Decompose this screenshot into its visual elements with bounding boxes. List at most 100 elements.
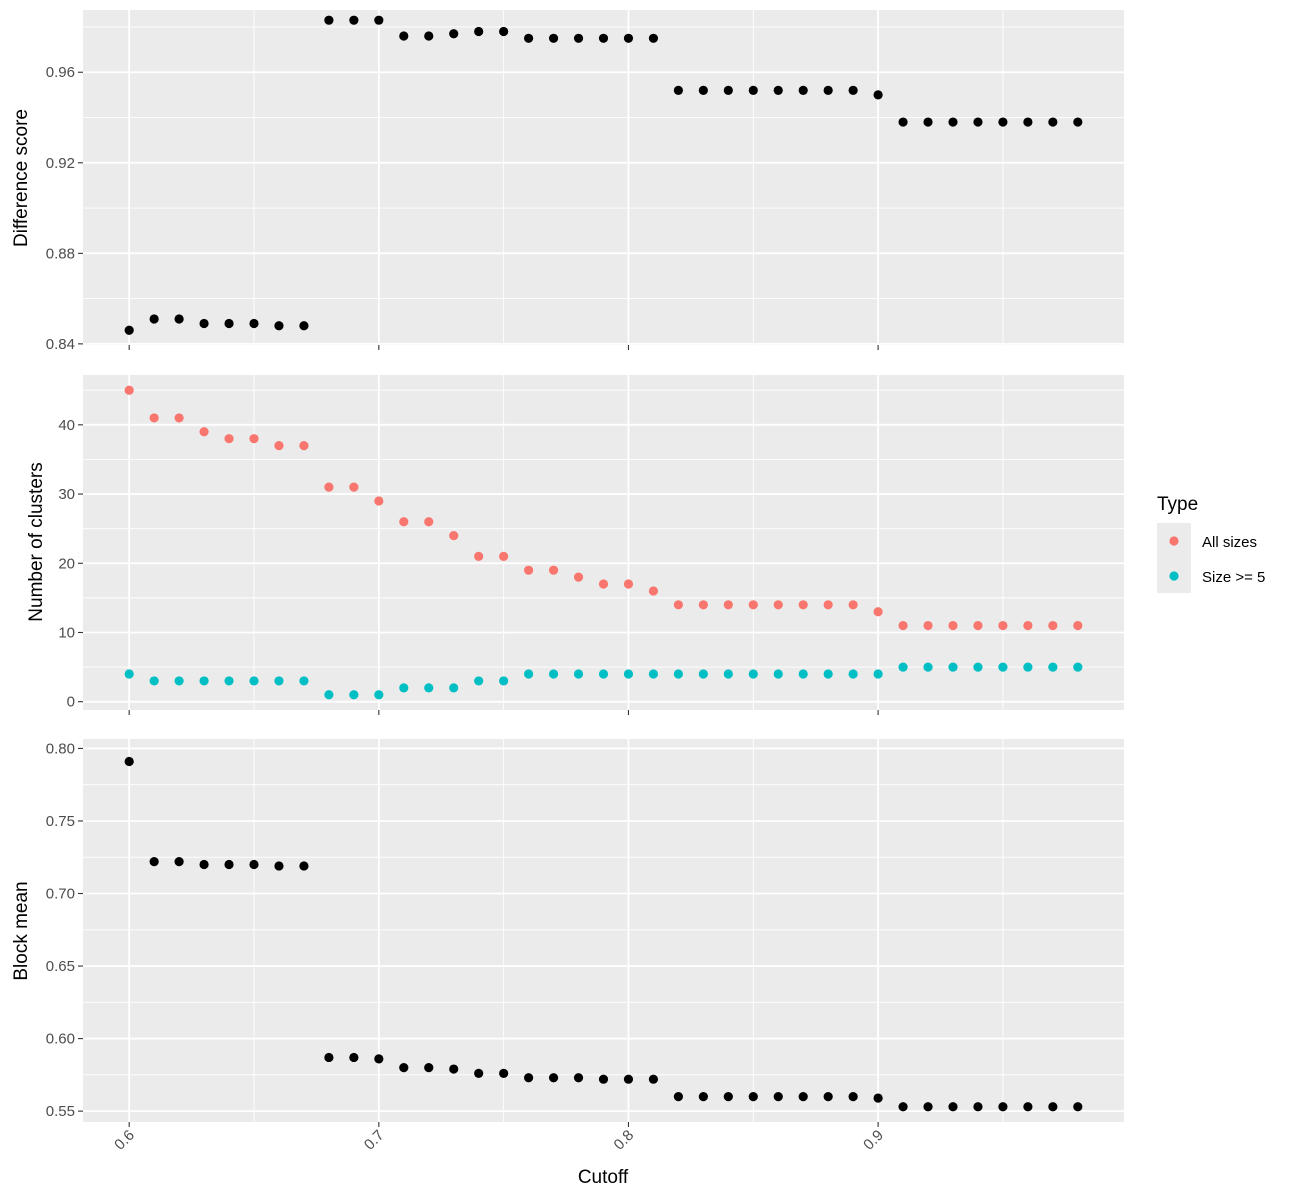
- data-point: [249, 676, 259, 686]
- data-point: [598, 33, 609, 43]
- data-point: [698, 600, 708, 610]
- data-point: [798, 669, 808, 679]
- data-point: [923, 620, 933, 631]
- data-point: [973, 662, 983, 672]
- data-point: [399, 1062, 409, 1073]
- data-point: [723, 85, 733, 95]
- data-point: [174, 856, 184, 867]
- data-point: [524, 33, 534, 43]
- data-point: [723, 600, 733, 610]
- data-point: [698, 85, 708, 95]
- data-point: [424, 31, 434, 41]
- data-point: [973, 1102, 983, 1112]
- data-point: [299, 676, 309, 686]
- data-point: [698, 669, 708, 679]
- data-point: [174, 413, 184, 423]
- data-point: [1048, 662, 1058, 672]
- data-point: [573, 572, 584, 582]
- data-point: [723, 1092, 733, 1102]
- data-point: [1023, 1102, 1033, 1112]
- data-point: [873, 1093, 883, 1103]
- x-axis-title: Cutoff: [578, 1167, 629, 1188]
- data-point: [873, 90, 883, 100]
- data-point: [798, 1092, 808, 1102]
- data-point: [548, 565, 559, 575]
- data-point: [249, 318, 259, 329]
- data-point: [399, 517, 409, 527]
- data-point: [324, 15, 334, 25]
- data-point: [648, 33, 659, 43]
- data-point: [648, 586, 659, 596]
- data-point: [898, 1102, 908, 1112]
- data-point: [124, 385, 134, 395]
- data-point: [1023, 620, 1033, 631]
- data-point: [274, 861, 284, 871]
- data-point: [349, 1052, 359, 1063]
- data-point: [224, 434, 234, 444]
- data-point: [773, 600, 783, 610]
- data-point: [424, 683, 434, 693]
- data-point: [149, 856, 159, 867]
- data-point: [773, 85, 783, 95]
- data-point: [224, 676, 234, 686]
- data-point: [274, 440, 284, 451]
- data-point: [748, 85, 758, 95]
- y-tick-label: 0.80: [46, 740, 75, 757]
- data-point: [499, 676, 509, 686]
- data-point: [1073, 662, 1083, 672]
- y-tick-label: 40: [58, 417, 75, 434]
- data-point: [773, 1092, 783, 1102]
- data-point: [499, 551, 509, 561]
- data-point: [1073, 117, 1083, 127]
- data-point: [973, 117, 983, 127]
- data-point: [573, 33, 584, 43]
- data-point: [149, 413, 159, 423]
- data-point: [673, 669, 683, 679]
- data-point: [998, 620, 1008, 631]
- data-point: [524, 1073, 534, 1083]
- y-axis-title-block-mean: Block mean: [11, 881, 32, 980]
- data-point: [998, 117, 1008, 127]
- data-point: [673, 600, 683, 610]
- data-point: [1048, 117, 1058, 127]
- data-point: [748, 600, 758, 610]
- data-point: [598, 579, 609, 589]
- y-tick-label: 20: [58, 555, 75, 572]
- panel-block-mean: 0.55 0.60 0.65 0.70 0.75 0.80 Block mean: [11, 739, 1124, 1127]
- legend-label: Size >= 5: [1202, 569, 1265, 586]
- data-point: [374, 1054, 384, 1064]
- data-point: [449, 683, 459, 693]
- data-point: [948, 662, 958, 672]
- data-point: [923, 117, 933, 127]
- data-point: [948, 117, 958, 127]
- data-point: [673, 1092, 683, 1102]
- data-point: [573, 669, 584, 679]
- data-point: [848, 1092, 858, 1102]
- y-tick-label: 0.92: [46, 155, 75, 172]
- y-tick-label: 30: [58, 486, 75, 503]
- data-point: [773, 669, 783, 679]
- data-point: [623, 669, 634, 679]
- data-point: [548, 33, 559, 43]
- data-point: [948, 620, 958, 631]
- panel-background: [83, 375, 1124, 710]
- y-tick-label: 0.88: [46, 245, 75, 262]
- data-point: [499, 26, 509, 37]
- panel-background: [83, 10, 1124, 345]
- y-tick-label: 0.96: [46, 64, 75, 81]
- data-point: [873, 669, 883, 679]
- data-point: [374, 690, 384, 700]
- data-point: [499, 1068, 509, 1078]
- data-point: [698, 1092, 708, 1102]
- data-point: [1073, 1102, 1083, 1112]
- data-point: [349, 15, 359, 25]
- data-point: [973, 620, 983, 631]
- data-point: [673, 85, 683, 95]
- data-point: [299, 861, 309, 871]
- data-point: [199, 427, 209, 437]
- data-point: [623, 1074, 634, 1084]
- data-point: [199, 859, 209, 870]
- data-point: [923, 1102, 933, 1112]
- data-point: [299, 321, 309, 331]
- data-point: [848, 669, 858, 679]
